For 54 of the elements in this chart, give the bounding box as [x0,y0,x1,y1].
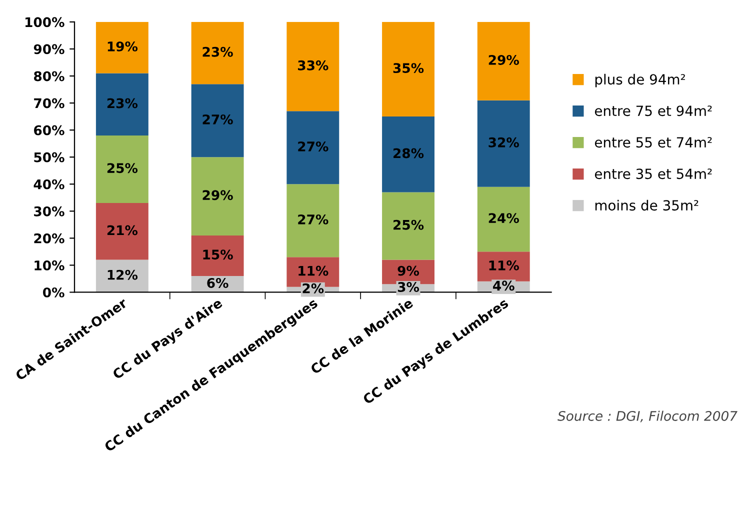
data-label: 23% [107,98,138,108]
bar [286,111,340,184]
data-label: 3% [398,282,420,292]
data-label: 12% [108,270,138,280]
bar [286,22,340,112]
data-label: 27% [298,214,328,224]
y-tick-label: 30% [34,206,64,216]
legend-label: moins de 35m² [595,200,698,211]
data-label: 28% [394,148,424,158]
data-label: 25% [394,220,424,230]
data-label: 19% [108,41,138,52]
y-tick-label: 100% [26,17,64,28]
data-label: 25% [107,163,138,174]
legend-label: entre 55 et 74m² [594,137,712,148]
y-tick-label: 40% [34,179,64,190]
bar [477,100,530,187]
y-tick-label: 10% [34,260,64,270]
data-label: 29% [202,190,233,200]
data-label: 21% [107,225,138,236]
bar [382,22,434,117]
data-label: 9% [398,266,420,276]
bar [382,116,434,192]
y-tick-label: 60% [34,125,64,136]
data-label: 32% [488,137,519,148]
y-tick-label: 50% [34,152,64,162]
data-label: 11% [489,260,519,270]
bar [477,22,530,100]
bar [191,22,244,84]
data-label: 29% [488,54,519,65]
data-label: 4% [493,280,514,291]
data-label: 2% [302,283,324,294]
bar [191,84,244,158]
y-tick-label: 20% [34,233,64,244]
y-tick-label: 0% [43,287,64,298]
data-label: 27% [298,141,328,152]
data-label: 24% [488,213,519,224]
source-note: Source : DGI, Filocom 2007 [558,410,738,422]
bar [96,135,148,204]
bar [382,192,434,260]
data-label: 11% [298,266,328,276]
data-label: 6% [207,278,228,288]
legend-label: entre 35 et 54m² [594,168,712,180]
data-label: 15% [203,250,233,260]
legend-label: entre 75 et 94m² [594,106,712,116]
bar [286,184,340,258]
data-label: 35% [393,63,424,74]
legend-label: plus de 94m² [595,74,685,88]
data-label: 33% [298,60,328,70]
y-tick-label: 90% [34,44,64,54]
y-tick-label: 80% [34,71,64,82]
y-tick-label: 70% [34,98,64,108]
data-label: 23% [202,46,233,57]
data-label: 27% [202,114,233,124]
bar [191,157,244,236]
